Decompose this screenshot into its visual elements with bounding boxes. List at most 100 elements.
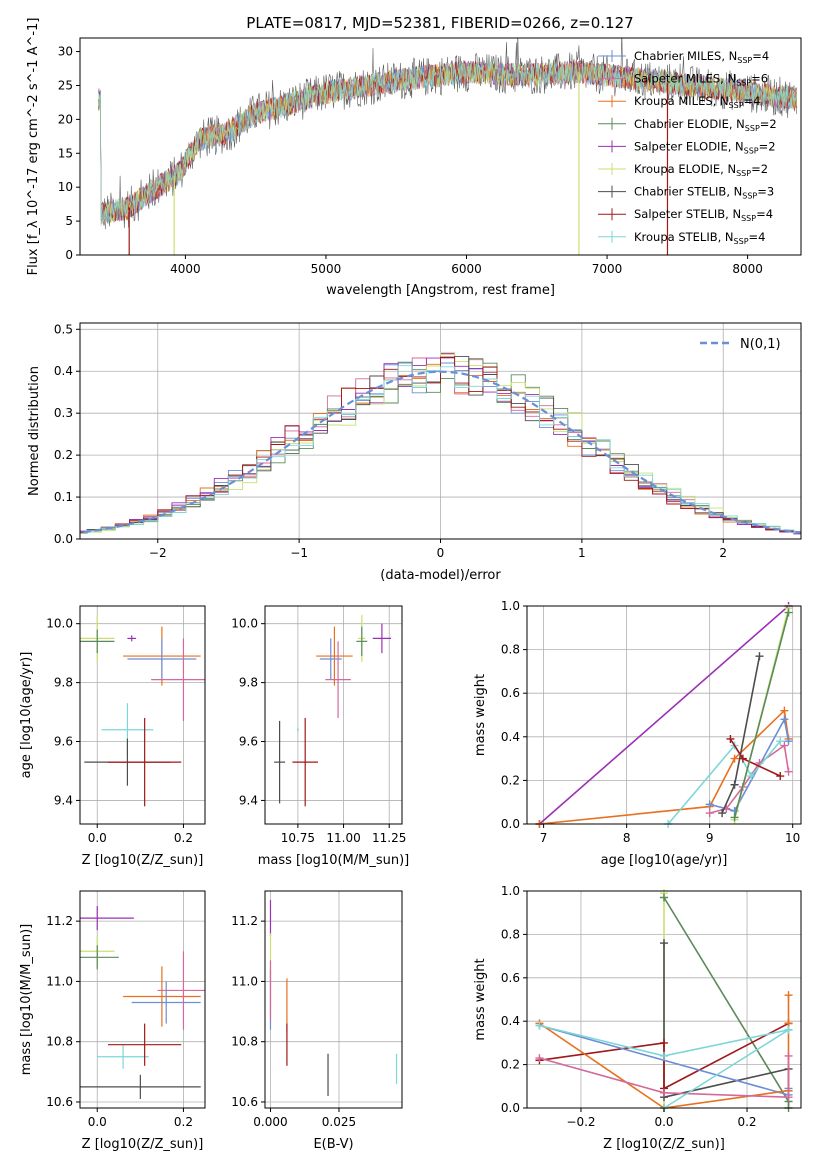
x-tick-label: 0.0 [88, 1115, 107, 1129]
x-axis-label: Z [log10(Z/Z_sun)] [82, 853, 204, 868]
y-tick-label: 0.2 [54, 448, 73, 462]
mass-weight-marker [780, 741, 789, 750]
y-tick-label: 30 [58, 45, 73, 59]
axes-frame [264, 890, 403, 1109]
y-tick-label: 0.8 [501, 927, 520, 941]
y-tick-label: 9.4 [239, 793, 258, 807]
errorbar-point [372, 623, 392, 654]
mass-weight-line [733, 612, 790, 818]
mass-weight-line [663, 897, 790, 1108]
errorbar-point [80, 1074, 201, 1099]
axes-frame [264, 605, 403, 825]
residual-x-axis-label: (data-model)/error [380, 568, 501, 583]
x-tick-label: 0.2 [737, 1115, 756, 1129]
mass-weight-line [663, 943, 790, 1099]
mass-weight-marker [660, 939, 668, 948]
y-tick-label: 9.4 [54, 793, 73, 807]
residual-histogram-panel: −2 −1 0 1 2 0.0 0.1 0.2 0.3 0.4 0.5 (data-model)/er… [27, 322, 802, 583]
mass-weight-marker [726, 734, 735, 743]
mass-weight-line [538, 605, 790, 825]
mass-weight-marker [784, 1051, 793, 1060]
y-tick-label: 10 [58, 180, 73, 194]
spectrum-y-axis-label: Flux [f_λ 10^-17 erg cm^-2 s^-1 A^-1] [26, 18, 41, 276]
figure-title: PLATE=0817, MJD=52381, FIBERID=0266, z=0… [246, 14, 633, 32]
spectrum-plot-area [98, 38, 798, 255]
mass-weight-marker [784, 608, 793, 617]
x-tick-label: 10 [785, 831, 800, 845]
mass-weight-line [539, 708, 790, 825]
y-tick-label: 9.6 [239, 735, 258, 749]
y-tick-label: 0.2 [501, 1058, 520, 1072]
axes-frame [526, 605, 802, 825]
mass-weight-marker [705, 800, 714, 809]
legend-label: Kroupa ELODIE, NSSP=2 [634, 162, 768, 178]
mass-weight-marker [705, 809, 714, 818]
x-axis-label: E(B-V) [313, 1137, 353, 1152]
y-tick-label: 11.0 [231, 974, 258, 988]
mass-vs-metallicity-panel: 0.0 0.2 10.6 10.8 11.0 11.2 Z [log10(Z/Z_sun)]… [19, 890, 206, 1152]
mass-weight-marker [660, 1038, 668, 1047]
x-tick-label: 8000 [732, 262, 763, 276]
y-tick-label: 11.2 [46, 914, 73, 928]
errorbar-point [274, 720, 286, 804]
y-tick-label: 25 [58, 78, 73, 92]
mass-weight-marker [730, 754, 739, 763]
errorbar-points [274, 614, 392, 807]
x-tick-label: 8 [623, 831, 631, 845]
mass-weight-marker [780, 715, 789, 724]
spectrum-x-axis-label: wavelength [Angstrom, rest frame] [326, 283, 555, 298]
mass-weight-marker [535, 1021, 544, 1030]
residual-histogram-series [80, 365, 801, 534]
y-axis-label: mass [log10(M/M_sun)] [19, 924, 34, 1076]
y-tick-label: 0 [65, 248, 73, 262]
y-tick-label: 10.8 [231, 1035, 258, 1049]
age-vs-mass-panel: 10.75 11.00 11.25 9.4 9.6 9.8 10.0 mass [log10(… [231, 605, 409, 868]
errorbar-points [80, 614, 205, 807]
x-tick-label: 6000 [451, 262, 482, 276]
x-tick-label: 9 [706, 831, 714, 845]
errorbar-point [325, 641, 351, 718]
y-axis-label: mass weight [473, 958, 488, 1040]
x-tick-label: 7 [540, 831, 548, 845]
errorbar-point [157, 951, 205, 1030]
legend-label: Salpeter ELODIE, NSSP=2 [634, 139, 776, 155]
y-tick-label: 10.8 [46, 1035, 73, 1049]
mass-weight-line [539, 1055, 790, 1099]
errorbar-point [80, 945, 119, 970]
y-tick-label: 0.3 [54, 406, 73, 420]
mass-weight-marker [784, 1093, 793, 1102]
errorbar-point [123, 966, 201, 1027]
legend-label: Kroupa STELIB, NSSP=4 [634, 230, 765, 246]
spectrum-legend: Chabrier MILES, NSSP=4 Salpeter MILES, NS… [598, 49, 777, 246]
y-tick-label: 15 [58, 146, 73, 160]
mass-weight-line [667, 740, 781, 825]
normal-dist-legend: N(0,1) [700, 337, 781, 352]
errorbar-points [269, 900, 398, 1096]
errorbar-point [127, 635, 137, 642]
massweight-vs-age-panel: 7 8 9 10 0.0 0.2 0.4 0.6 0.8 1.0 age [log10(age/yr… [473, 599, 802, 868]
errorbar-point [80, 629, 115, 654]
mass-weight-marker [730, 813, 739, 822]
mass-weight-marker [660, 1088, 668, 1097]
residual-axes: −2 −1 0 1 2 0.0 0.1 0.2 0.3 0.4 0.5 (data-model)/er… [27, 322, 727, 583]
mass-weight-line [709, 744, 790, 814]
y-tick-label: 0.2 [501, 773, 520, 787]
y-tick-label: 0.0 [501, 1101, 520, 1115]
x-axis-label: Z [log10(Z/Z_sun)] [603, 1137, 725, 1152]
errorbar-point [151, 638, 205, 721]
legend-label: Chabrier ELODIE, NSSP=2 [634, 117, 777, 133]
y-tick-label: 10.0 [231, 617, 258, 631]
x-tick-label: 5000 [311, 262, 342, 276]
errorbar-point [316, 626, 353, 686]
errorbar-point [127, 638, 197, 680]
legend-label: Salpeter MILES, NSSP=6 [634, 72, 768, 88]
x-tick-label: −0.2 [566, 1115, 595, 1129]
x-tick-label: 0.0 [654, 1115, 673, 1129]
mass-weight-marker [776, 737, 785, 746]
y-tick-label: 10.6 [46, 1095, 73, 1109]
y-tick-label: 9.6 [54, 735, 73, 749]
legend-label: Chabrier MILES, NSSP=4 [634, 49, 769, 65]
y-tick-label: 9.8 [54, 676, 73, 690]
y-tick-label: 1.0 [501, 599, 520, 613]
mass-weight-series [535, 602, 793, 828]
